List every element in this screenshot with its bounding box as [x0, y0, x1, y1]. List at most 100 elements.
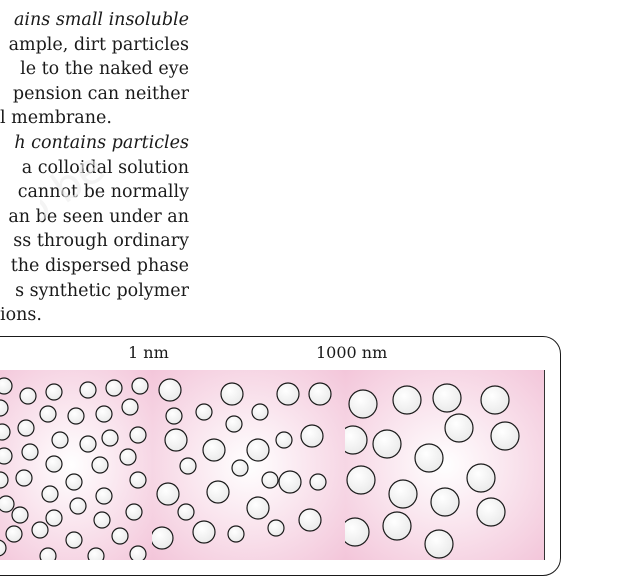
label-1nm: 1 nm — [128, 343, 169, 362]
text-line: l membrane. — [0, 108, 112, 129]
colloid-panel — [152, 370, 346, 560]
text-line: a colloidal solution — [21, 157, 189, 178]
true-solution-particles — [0, 370, 152, 560]
particle — [480, 385, 510, 415]
label-1000nm: 1000 nm — [316, 343, 388, 362]
particle — [39, 405, 57, 423]
particle — [430, 487, 460, 517]
particle — [129, 426, 147, 444]
particle — [11, 506, 29, 524]
particle — [65, 473, 83, 491]
particle — [261, 471, 279, 489]
particle — [231, 459, 249, 477]
particle — [45, 383, 63, 401]
particle — [345, 425, 368, 455]
colloid-particles — [152, 370, 345, 560]
particle — [69, 497, 87, 515]
particle — [0, 377, 13, 395]
particle — [275, 431, 293, 449]
particle — [119, 448, 137, 466]
particle — [121, 398, 139, 416]
particle — [300, 424, 324, 448]
particle — [41, 485, 59, 503]
particle — [31, 521, 49, 539]
particle — [177, 503, 195, 521]
particle — [0, 423, 11, 441]
particle — [156, 482, 180, 506]
particle — [105, 379, 123, 397]
particle — [206, 480, 230, 504]
particle — [0, 495, 15, 513]
particle — [79, 435, 97, 453]
text-line: ions. — [0, 305, 42, 326]
particle — [432, 383, 462, 413]
particle — [388, 479, 418, 509]
particle — [372, 429, 402, 459]
particle — [392, 385, 422, 415]
particle — [195, 403, 213, 421]
particle — [424, 529, 454, 559]
particle — [346, 465, 376, 495]
particle — [91, 456, 109, 474]
particle — [129, 545, 147, 560]
particle — [67, 407, 85, 425]
particle — [298, 508, 322, 532]
particle — [246, 496, 270, 520]
particle — [202, 438, 226, 462]
particle — [0, 399, 9, 417]
particle — [414, 443, 444, 473]
particle — [267, 519, 285, 537]
particle — [51, 431, 69, 449]
suspension-panel — [345, 370, 545, 560]
particle — [309, 473, 327, 491]
particle — [129, 471, 147, 489]
particle — [227, 525, 245, 543]
true-solution-panel — [0, 370, 153, 560]
particle — [192, 520, 216, 544]
particle — [444, 413, 474, 443]
particle — [131, 377, 149, 395]
text-line: ample, dirt particles — [8, 34, 189, 55]
particle — [21, 443, 39, 461]
text-line: s synthetic polymer — [15, 280, 189, 301]
text-line: an be seen under an — [8, 206, 189, 227]
particle — [490, 421, 520, 451]
particle — [164, 428, 188, 452]
text-line: pension can neither — [12, 83, 189, 104]
figure-panels — [0, 370, 546, 560]
text-line: h contains particles — [14, 132, 189, 153]
particle — [246, 438, 270, 462]
particle — [466, 463, 496, 493]
particle — [95, 487, 113, 505]
particle — [276, 382, 300, 406]
particle — [345, 517, 370, 547]
particle — [125, 503, 143, 521]
particle — [45, 509, 63, 527]
particle — [179, 457, 197, 475]
particle — [79, 381, 97, 399]
particle — [17, 419, 35, 437]
particle — [382, 511, 412, 541]
particle — [152, 526, 174, 550]
suspension-particles — [345, 370, 544, 560]
particle — [278, 470, 302, 494]
text-line: ss through ordinary — [13, 231, 189, 252]
particle — [165, 407, 183, 425]
particle — [39, 547, 57, 560]
particle — [5, 525, 23, 543]
particle — [0, 471, 9, 489]
particle — [0, 447, 13, 465]
particle — [101, 429, 119, 447]
body-text: ains small insoluble ample, dirt particl… — [0, 8, 189, 328]
particle — [308, 382, 332, 406]
text-line: cannot be normally — [17, 182, 189, 203]
particle — [251, 403, 269, 421]
text-line: le to the naked eye — [20, 59, 189, 80]
particle — [15, 469, 33, 487]
particle — [225, 415, 243, 433]
particle — [476, 497, 506, 527]
particle — [87, 547, 105, 560]
particle — [45, 455, 63, 473]
particle — [111, 527, 129, 545]
particle — [348, 389, 378, 419]
